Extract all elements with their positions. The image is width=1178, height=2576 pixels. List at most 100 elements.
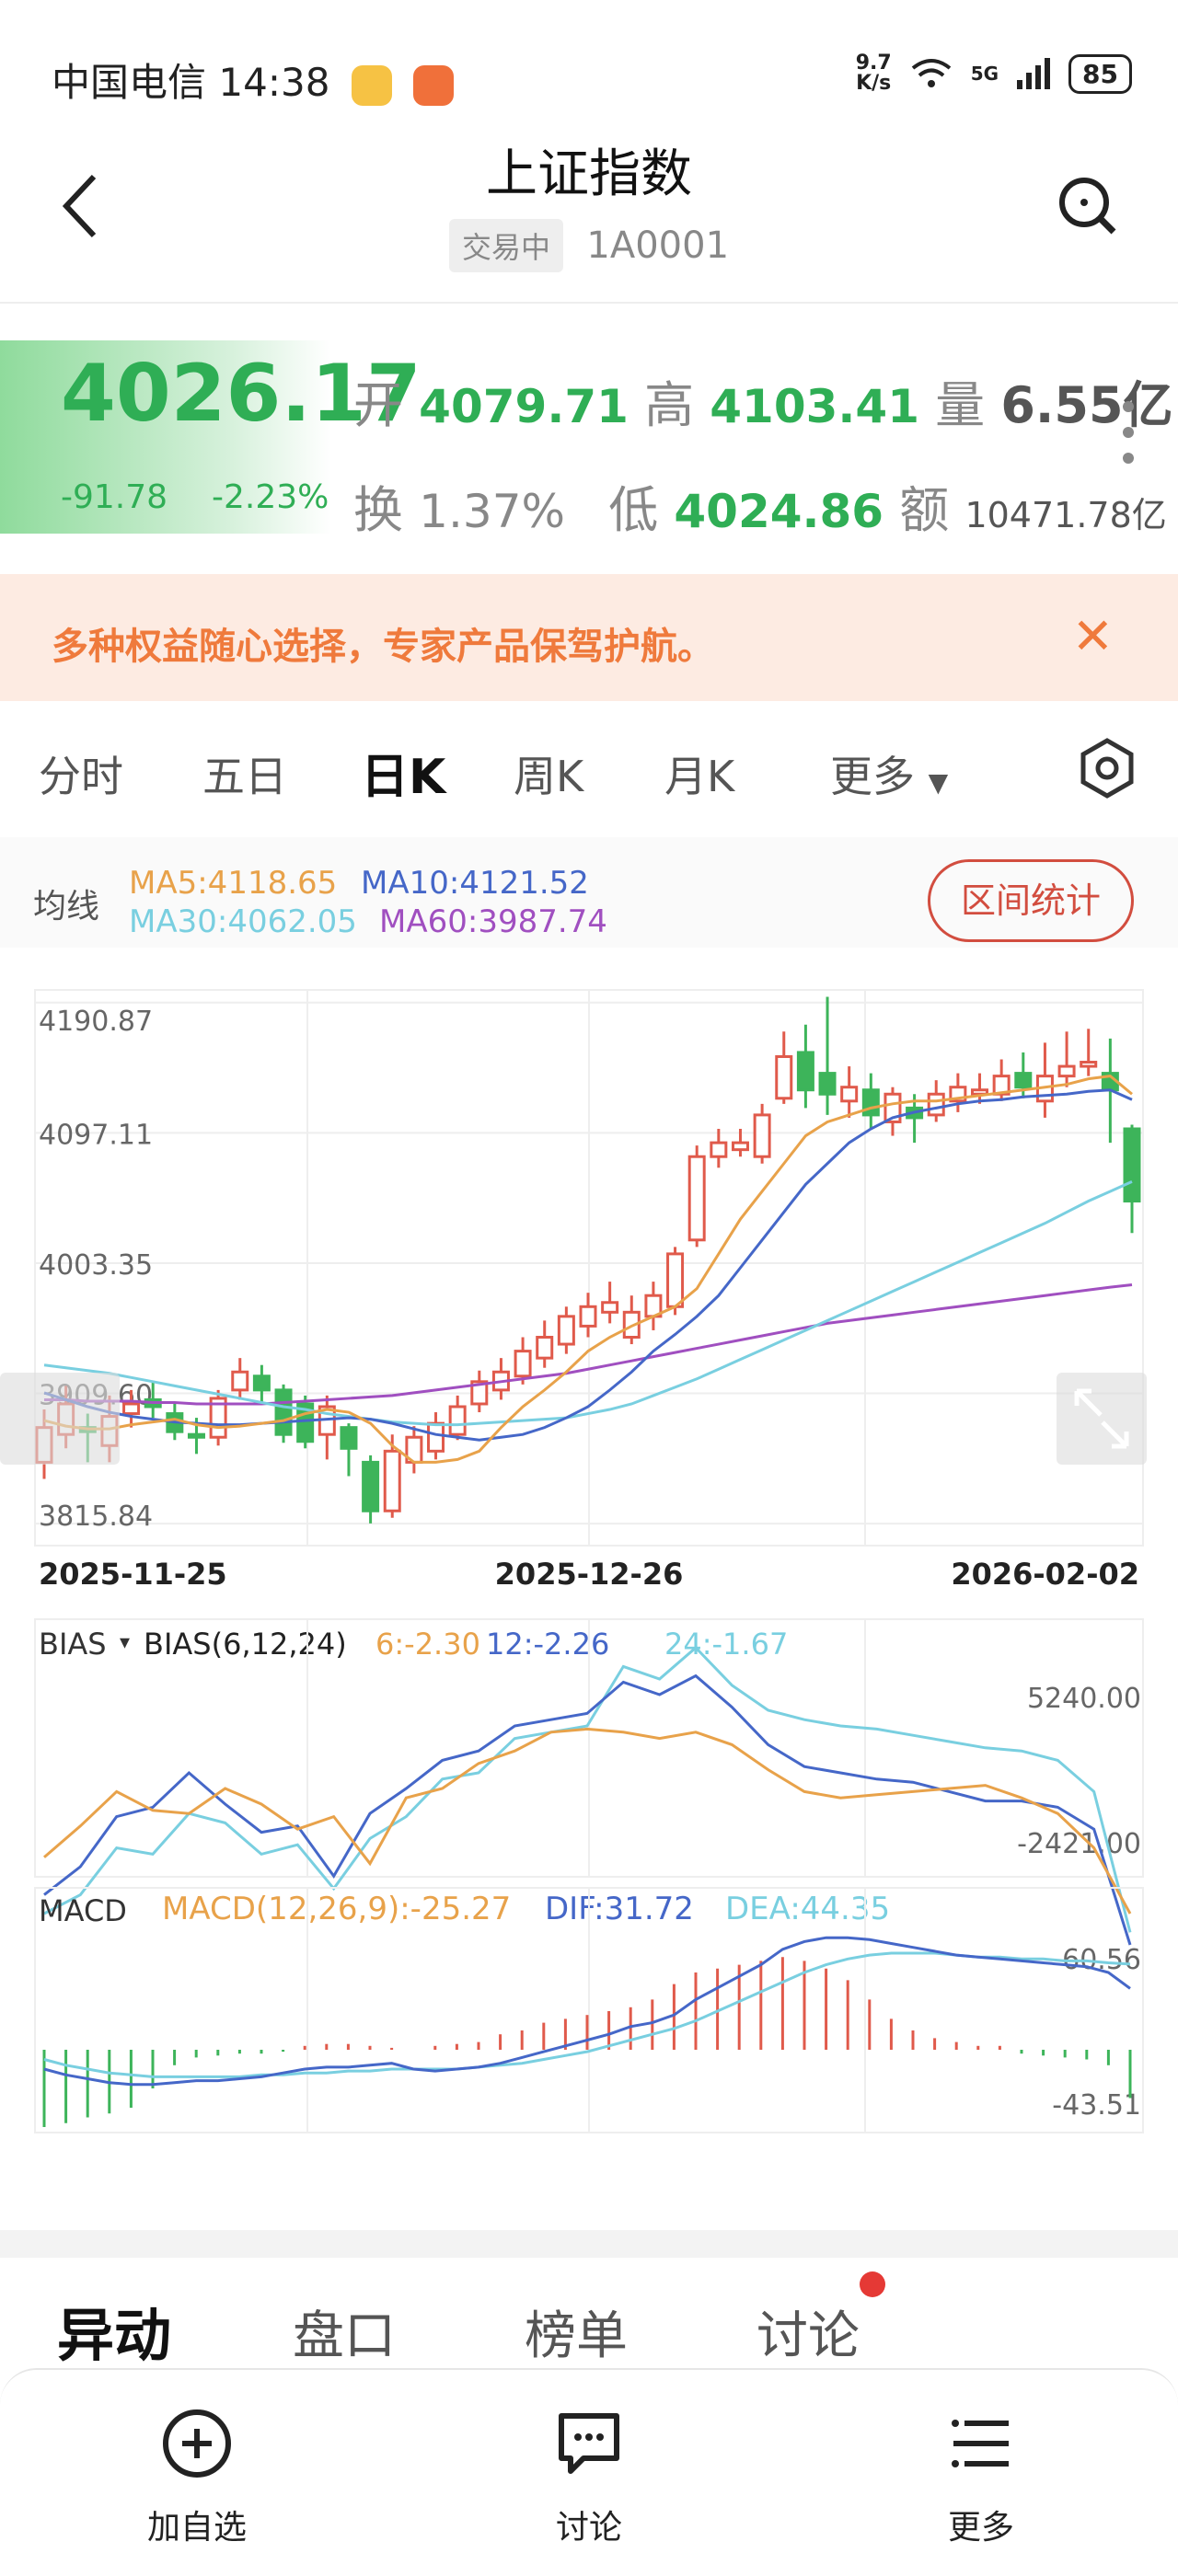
expand-button <box>1057 1373 1147 1465</box>
app-notification-icon <box>413 64 455 106</box>
signal-icon <box>1017 58 1051 89</box>
price-change-pct: -2.23% <box>212 478 329 516</box>
more-options-icon[interactable] <box>1123 401 1134 464</box>
bias-label: BIAS <box>39 1627 107 1662</box>
tab-order-book[interactable]: 盘口 <box>293 2306 396 2366</box>
ma-label: 均线 <box>33 888 100 926</box>
y-tick-label: 4190.87 <box>39 1006 153 1038</box>
candle-down <box>252 1374 271 1392</box>
last-price: 4026.17 <box>61 348 422 440</box>
turnover-label: 换 <box>353 481 403 539</box>
candle-down <box>1014 1072 1033 1089</box>
ma10-value: MA10:4121.52 <box>361 865 589 902</box>
tab-five-day[interactable]: 五日 <box>202 752 287 801</box>
expand-icon <box>1074 1388 1129 1449</box>
volume-label: 量 <box>935 376 986 434</box>
add-watchlist-button[interactable]: 加自选 <box>96 2407 298 2548</box>
dif-line <box>43 1936 1131 2087</box>
discuss-button[interactable]: 讨论 <box>488 2407 690 2548</box>
candle-up <box>557 1315 575 1346</box>
settings-icon[interactable] <box>1075 736 1139 800</box>
kline-chart-svg[interactable]: 4190.874097.114003.353909.603815.842025-… <box>0 957 1178 2144</box>
quote-panel: 4026.17 -91.78 -2.23% 开 4079.71 高 4103.4… <box>0 340 1178 539</box>
tab-movement[interactable]: 异动 <box>57 2302 172 2369</box>
price-change: -91.78 <box>61 478 168 516</box>
close-icon[interactable]: ✕ <box>1071 607 1114 665</box>
candle-up <box>884 1092 902 1123</box>
ma30-line <box>43 1180 1133 1427</box>
candle-down <box>861 1088 880 1117</box>
dea-value: DEA:44.35 <box>725 1891 890 1927</box>
volume-value: 6.55亿 <box>1000 376 1173 434</box>
tab-weekly-k[interactable]: 周K <box>514 752 584 801</box>
clock: 14:38 <box>218 60 330 105</box>
candle-down <box>796 1051 814 1092</box>
open-label: 开 <box>353 376 403 434</box>
candle-up <box>927 1092 945 1117</box>
turnover-value: 1.37% <box>419 485 566 538</box>
ma10-line <box>43 1088 1133 1442</box>
bias-24-value: 24:-1.67 <box>664 1627 788 1662</box>
discuss-label: 讨论 <box>555 2509 622 2547</box>
dropdown-arrow-icon: ▼ <box>928 767 949 798</box>
list-icon <box>952 2420 1009 2467</box>
price-highlight <box>0 340 331 534</box>
candle-up <box>231 1370 249 1392</box>
search-icon[interactable] <box>1057 175 1119 237</box>
range-stats-button[interactable]: 区间统计 <box>928 859 1134 942</box>
chart-area[interactable]: 4190.874097.114003.353909.603815.842025-… <box>0 957 1178 2144</box>
add-icon <box>163 2409 231 2478</box>
candle-up <box>775 1054 793 1100</box>
more-button[interactable]: 更多 <box>880 2407 1082 2548</box>
bottom-section-tabs: 异动 盘口 榜单 讨论 <box>0 2230 1178 2377</box>
status-carrier: 中国电信 14:38 <box>52 52 455 108</box>
ma5-line <box>43 1075 1133 1464</box>
open-value: 4079.71 <box>419 380 629 433</box>
tab-monthly-k[interactable]: 月K <box>664 752 735 801</box>
candle-down <box>818 1072 837 1096</box>
macd-y-tick: -43.51 <box>1052 2089 1141 2122</box>
bias-24-line <box>43 1645 1132 1933</box>
tab-discussion[interactable]: 讨论 <box>756 2306 860 2366</box>
promo-banner[interactable]: 多种权益随心选择，专家产品保驾护航。 ✕ <box>0 574 1178 701</box>
candle-up <box>687 1155 706 1242</box>
more-label: 更多 <box>947 2509 1014 2547</box>
status-icons: 9.7 K/s 5G 85 <box>856 53 1132 94</box>
y-tick-label: 4003.35 <box>39 1249 153 1282</box>
candle-up <box>470 1380 489 1406</box>
ma60-line <box>44 1283 1133 1406</box>
subtitle-row: 交易中 1A0001 <box>0 219 1178 272</box>
bias-12-line <box>43 1673 1132 1946</box>
candle-up <box>383 1449 401 1512</box>
y-tick-label: 4097.11 <box>39 1119 153 1151</box>
tab-intraday[interactable]: 分时 <box>39 752 123 801</box>
tab-daily-k[interactable]: 日K <box>361 750 446 805</box>
candle-down <box>187 1432 205 1439</box>
quote-row-2: 换 1.37% 低 4024.86 额 10471.78亿 <box>353 469 1167 542</box>
bias-y-tick: 5240.00 <box>1027 1683 1141 1715</box>
candle-up <box>514 1350 532 1378</box>
bias-dropdown-icon: ▾ <box>120 1631 130 1654</box>
candle-up <box>1057 1064 1076 1078</box>
candle-up <box>122 1402 141 1416</box>
amount-value: 10471.78亿 <box>964 495 1167 535</box>
net-speed: 9.7 K/s <box>855 52 892 95</box>
trading-status-badge: 交易中 <box>448 219 563 272</box>
bottom-toolbar: 加自选 讨论 更多 <box>0 2368 1178 2576</box>
macd-value: MACD(12,26,9):-25.27 <box>162 1891 511 1927</box>
x-tick-label: 2025-11-25 <box>39 1557 227 1592</box>
candle-down <box>340 1426 358 1450</box>
promo-text: 多种权益随心选择，专家产品保驾护航。 <box>52 626 714 668</box>
weibo-icon <box>351 64 392 106</box>
tab-rankings[interactable]: 榜单 <box>525 2306 628 2366</box>
candle-up <box>579 1305 597 1328</box>
candle-up <box>710 1141 728 1158</box>
wifi-icon <box>911 59 951 87</box>
back-icon[interactable] <box>59 171 99 241</box>
carrier-text: 中国电信 <box>52 60 207 105</box>
ma30-value: MA30:4062.05 <box>129 903 357 940</box>
zoom-out-button <box>0 1373 120 1465</box>
candle-up <box>753 1113 771 1158</box>
quote-row-1: 开 4079.71 高 4103.41 量 6.55亿 <box>353 364 1173 437</box>
tab-more[interactable]: 更多 ▼ <box>830 743 948 804</box>
